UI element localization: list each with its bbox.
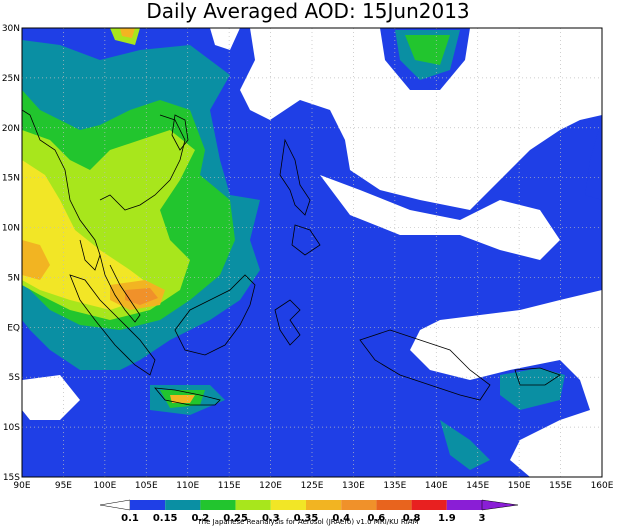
coast-borneo [174, 274, 256, 356]
coast-java [154, 387, 221, 406]
colorbar: 0.1 0.15 0.2 0.25 0.3 0.35 0.4 0.6 0.8 1.9 3 [99, 499, 519, 524]
x-tick-label: 95E [55, 481, 72, 491]
y-tick-label: 15N [2, 174, 20, 184]
x-tick-label: 120E [259, 481, 282, 491]
aod-region-teal-5 [440, 420, 490, 470]
map-plot-area [21, 27, 603, 478]
aod-region-gold [22, 240, 50, 280]
coast-solomon [514, 367, 561, 386]
aod-region-green-2 [405, 35, 450, 65]
coast-sulawesi [274, 299, 301, 346]
y-tick-label: 5S [9, 373, 21, 383]
colorbar-swatch [235, 500, 271, 510]
coast-sumatra [69, 274, 156, 376]
aod-region-white-1 [320, 175, 560, 260]
colorbar-label: 0.2 [192, 513, 210, 524]
colorbar-label: 0.6 [368, 513, 386, 524]
colorbar-swatch [200, 500, 236, 510]
y-tick-label: 10N [2, 224, 20, 234]
x-tick-label: 140E [425, 481, 448, 491]
colorbar-swatch [341, 500, 377, 510]
y-tick-label: 25N [2, 74, 20, 84]
colorbar-label: 0.8 [403, 513, 421, 524]
x-tick-label: 125E [301, 481, 324, 491]
x-tick-label: 160E [591, 481, 614, 491]
colorbar-swatch [130, 500, 166, 510]
x-tick-label: 130E [342, 481, 365, 491]
colorbar-swatch [165, 500, 201, 510]
aod-region-yellow [22, 160, 150, 310]
aod-region-white-5 [210, 28, 240, 50]
colorbar-label: 1.9 [438, 513, 456, 524]
credit-text: The Japanese Reanalysis for Aerosol (JRA… [196, 518, 418, 526]
x-tick-label: 135E [383, 481, 406, 491]
colorbar-label: 0.4 [332, 513, 350, 524]
aod-region-white-2 [470, 320, 602, 360]
x-tick-label: 150E [508, 481, 531, 491]
coast-new-guinea [359, 329, 491, 401]
y-tick-label: 20N [2, 124, 20, 134]
colorbar-swatch [376, 500, 412, 510]
aod-region-white-4 [540, 410, 602, 477]
colorbar-label: 3 [479, 513, 486, 524]
colorbar-arrow-right [481, 499, 519, 511]
aod-region-gold-3 [120, 28, 135, 38]
coast-philippines [279, 138, 321, 256]
y-tick-label: 15S [3, 473, 20, 483]
y-tick-label: 10S [3, 423, 20, 433]
colorbar-label: 0.1 [121, 513, 139, 524]
colorbar-label: 0.15 [153, 513, 178, 524]
colorbar-swatch [306, 500, 342, 510]
x-tick-label: 90E [13, 481, 30, 491]
x-tick-label: 145E [466, 481, 489, 491]
y-tick-label: 5N [8, 273, 20, 283]
y-tick-label: 30N [2, 24, 20, 34]
x-tick-label: 105E [135, 481, 158, 491]
x-tick-label: 115E [218, 481, 241, 491]
coast-taiwan [171, 114, 189, 151]
x-tick-label: 100E [93, 481, 116, 491]
x-tick-label: 155E [549, 481, 572, 491]
colorbar-arrow-left [99, 499, 131, 511]
coast-malay-peninsula [99, 254, 141, 323]
aod-region-teal-4 [500, 368, 565, 410]
aod-region-white-3 [22, 375, 80, 420]
y-tick-label: EQ [7, 323, 20, 333]
colorbar-swatch [270, 500, 306, 510]
aod-region-gold-4 [170, 395, 195, 403]
colorbar-label: 0.25 [223, 513, 248, 524]
plot-frame [21, 27, 603, 478]
aod-region-blue-ne [585, 125, 602, 200]
x-tick-label: 110E [176, 481, 199, 491]
colorbar-swatch [446, 500, 482, 510]
x-axis-ticks: 90E 95E 100E 105E 110E 115E 120E 125E 130E 135E 14… [13, 481, 613, 491]
colorbar-label: 0.3 [262, 513, 280, 524]
map-title: Daily Averaged AOD: 15Jun2013 [146, 0, 469, 23]
colorbar-label: 0.35 [294, 513, 319, 524]
coastlines [22, 109, 561, 406]
coast-indochina [22, 109, 186, 271]
aod-region-orange [125, 288, 158, 305]
y-axis-ticks: 30N 25N 20N 15N 10N 5N EQ 5S 10S 15S [2, 24, 20, 483]
colorbar-swatch [411, 500, 447, 510]
grid-lines [22, 28, 602, 477]
